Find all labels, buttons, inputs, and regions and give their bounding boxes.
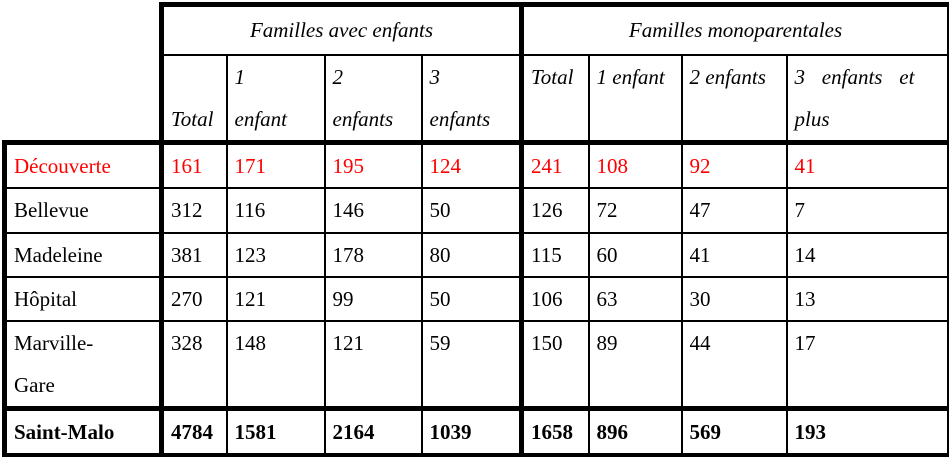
cell: 124 xyxy=(420,141,524,189)
total-cell: 569 xyxy=(680,405,788,457)
group-header-row: Familles avec enfants Familles monoparen… xyxy=(4,2,949,145)
cell: 148 xyxy=(225,319,326,409)
col-header-total-mono: Total xyxy=(520,53,590,145)
cell: 17 xyxy=(785,319,949,409)
cell: 312 xyxy=(160,186,228,234)
cell: 30 xyxy=(680,275,788,322)
cell: 50 xyxy=(420,186,524,234)
table-row-madeleine: Madeleine 381 123 178 80 115 60 41 14 xyxy=(2,231,949,278)
total-cell: 193 xyxy=(785,405,949,457)
col-header-2-enfants-avec: 2 enfants xyxy=(323,53,423,145)
table-row-total-saint-malo: Saint-Malo 4784 1581 2164 1039 1658 896 … xyxy=(2,405,949,457)
row-label: Marville- Gare xyxy=(2,319,164,409)
col-header-1-enfant-avec: 1 enfant xyxy=(225,53,326,145)
col-header-1-enfant-mono: 1 enfant xyxy=(587,53,683,145)
total-cell: 1039 xyxy=(420,405,524,457)
sub-header-row: Total 1 enfant 2 enfants 3 enfants Total… xyxy=(5,53,949,145)
cell: 60 xyxy=(587,231,683,278)
cell: 150 xyxy=(520,319,590,409)
cell: 44 xyxy=(680,319,788,409)
table-row-hopital: Hôpital 270 121 99 50 106 63 30 13 xyxy=(2,275,949,322)
cell: 13 xyxy=(785,275,949,322)
table-row-marville-gare: Marville- Gare 328 148 121 59 150 89 44 … xyxy=(2,319,949,409)
col-header-2-enfants-mono: 2 enfants xyxy=(680,53,788,145)
cell: 161 xyxy=(160,141,228,189)
cell: 146 xyxy=(323,186,423,234)
cell: 72 xyxy=(587,186,683,234)
total-cell: 896 xyxy=(587,405,683,457)
cell: 7 xyxy=(785,186,949,234)
cell: 123 xyxy=(225,231,326,278)
cell: 121 xyxy=(323,319,423,409)
cell: 63 xyxy=(587,275,683,322)
corner-empty-cell xyxy=(4,4,164,145)
cell: 99 xyxy=(323,275,423,322)
cell: 381 xyxy=(160,231,228,278)
cell: 14 xyxy=(785,231,949,278)
total-cell: 4784 xyxy=(160,405,228,457)
cell: 80 xyxy=(420,231,524,278)
cell: 270 xyxy=(160,275,228,322)
group-header-familles-monoparentales: Familles monoparentales xyxy=(520,2,949,56)
cell: 126 xyxy=(520,186,590,234)
total-row-label: Saint-Malo xyxy=(2,405,164,457)
table-row-bellevue: Bellevue 312 116 146 50 126 72 47 7 xyxy=(2,186,949,234)
cell: 171 xyxy=(225,141,326,189)
cell: 89 xyxy=(587,319,683,409)
cell: 116 xyxy=(225,186,326,234)
group-header-familles-avec-enfants: Familles avec enfants xyxy=(159,2,524,56)
cell: 41 xyxy=(680,231,788,278)
row-label: Découverte xyxy=(2,141,164,189)
cell: 241 xyxy=(520,141,590,189)
cell: 92 xyxy=(680,141,788,189)
total-cell: 1581 xyxy=(225,405,326,457)
cell: 50 xyxy=(420,275,524,322)
row-label: Bellevue xyxy=(2,186,164,234)
total-cell: 2164 xyxy=(323,405,423,457)
col-header-3-enfants-plus-mono: 3 enfants et plus xyxy=(785,53,949,145)
cell: 178 xyxy=(323,231,423,278)
row-label: Hôpital xyxy=(2,275,164,322)
col-header-3-enfants-avec: 3 enfants xyxy=(420,53,524,145)
cell: 121 xyxy=(225,275,326,322)
cell: 328 xyxy=(160,319,228,409)
cell: 106 xyxy=(520,275,590,322)
cell: 41 xyxy=(785,141,949,189)
cell: 108 xyxy=(587,141,683,189)
cell: 115 xyxy=(520,231,590,278)
cell: 195 xyxy=(323,141,423,189)
cell: 47 xyxy=(680,186,788,234)
cell: 59 xyxy=(420,319,524,409)
table-row-decouverte: Découverte 161 171 195 124 241 108 92 41 xyxy=(2,141,949,189)
row-label: Madeleine xyxy=(2,231,164,278)
total-cell: 1658 xyxy=(520,405,590,457)
col-header-total-avec: Total xyxy=(159,53,228,145)
